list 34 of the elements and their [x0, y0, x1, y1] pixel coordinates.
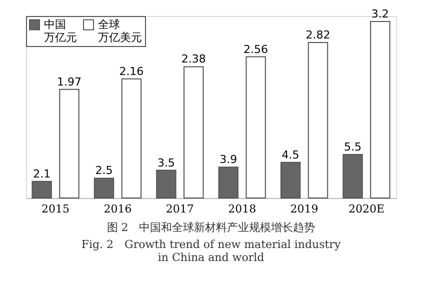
x-tick-label: 2020E	[348, 202, 384, 216]
bar	[156, 170, 176, 198]
x-tick-label: 2015	[42, 202, 70, 216]
data-label: 5.5	[344, 140, 362, 154]
bar	[94, 178, 114, 198]
data-label: 1.97	[57, 75, 82, 88]
bar	[342, 154, 363, 198]
x-tick-label: 2019	[290, 202, 318, 216]
bar	[121, 78, 142, 198]
data-label: 3.2	[371, 8, 389, 21]
bar	[370, 21, 390, 198]
bar	[246, 56, 266, 198]
legend-label: 全球万亿美元	[98, 18, 142, 44]
data-label: 2.16	[119, 64, 144, 78]
text: Fig. 2 Growth trend of new material industry in China and world	[81, 238, 342, 264]
data-label: 3.5	[157, 156, 175, 170]
data-label: 2.1	[33, 167, 51, 180]
x-tick-label: 2016	[104, 202, 132, 216]
legend-label: 中国万亿元	[44, 18, 77, 44]
data-label: 2.56	[244, 42, 268, 56]
data-label: 2.38	[181, 52, 206, 66]
bar	[184, 66, 204, 198]
bar	[308, 42, 328, 198]
x-tick-label: 2018	[228, 202, 256, 216]
bar	[59, 88, 80, 198]
data-label: 2.5	[95, 164, 113, 178]
text: 图 2 中国和全球新材料产业规模增长趋势	[106, 221, 316, 234]
bar	[32, 180, 52, 198]
bar	[280, 162, 301, 198]
data-label: 2.82	[306, 28, 330, 42]
data-label: 3.9	[220, 153, 238, 166]
data-label: 4.5	[282, 148, 300, 162]
x-tick-label: 2017	[166, 202, 194, 216]
bar	[218, 166, 238, 198]
